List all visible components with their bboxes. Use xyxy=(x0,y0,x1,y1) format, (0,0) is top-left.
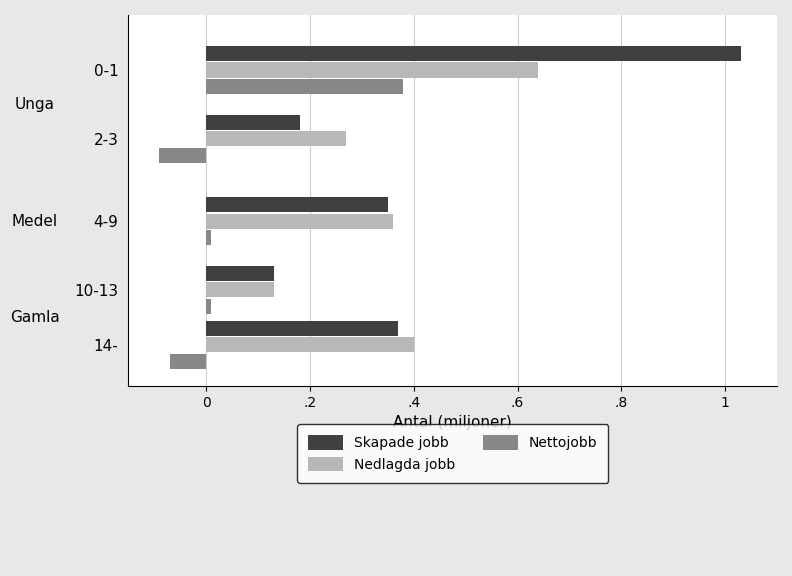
Text: Unga: Unga xyxy=(15,97,55,112)
Bar xyxy=(206,214,393,229)
Bar xyxy=(206,115,299,130)
Bar xyxy=(206,338,413,353)
Bar xyxy=(206,79,403,94)
Bar xyxy=(206,46,741,61)
X-axis label: Antal (miljoner): Antal (miljoner) xyxy=(394,415,512,430)
Bar xyxy=(206,131,346,146)
Bar xyxy=(206,230,211,245)
Text: Gamla: Gamla xyxy=(10,310,59,325)
Bar xyxy=(206,62,539,78)
Bar xyxy=(206,299,211,314)
Text: Medel: Medel xyxy=(12,214,58,229)
Bar xyxy=(169,354,206,369)
Legend: Skapade jobb, Nedlagda jobb, Nettojobb: Skapade jobb, Nedlagda jobb, Nettojobb xyxy=(297,425,608,483)
Bar xyxy=(206,282,273,297)
Bar xyxy=(159,147,206,163)
Bar xyxy=(206,197,388,213)
Bar xyxy=(206,321,398,336)
Bar xyxy=(206,266,273,281)
